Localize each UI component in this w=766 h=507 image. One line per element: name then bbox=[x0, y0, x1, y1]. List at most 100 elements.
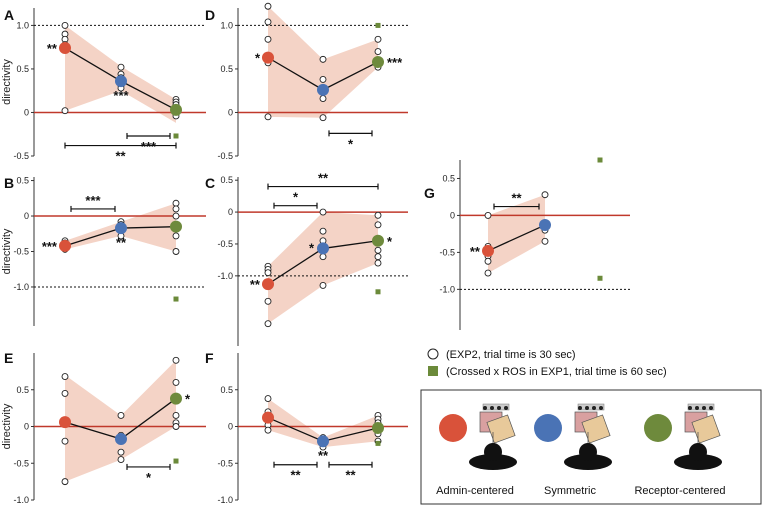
panel-label: B bbox=[4, 175, 14, 191]
bracket-stars: ** bbox=[290, 468, 301, 483]
panel-g: G -1.0 -0.5 0 0.5 ** ** bbox=[424, 157, 630, 330]
finger-dot bbox=[599, 406, 603, 410]
data-point bbox=[264, 426, 272, 434]
y-tick-label: -0.5 bbox=[217, 458, 233, 468]
data-point bbox=[172, 248, 180, 255]
data-point bbox=[172, 423, 180, 430]
y-tick-label: 1.0 bbox=[16, 20, 29, 30]
diagram-symmetric: Symmetric bbox=[534, 403, 612, 497]
y-tick-label: -0.5 bbox=[13, 247, 29, 257]
finger-dot bbox=[702, 406, 706, 410]
y-tick-label: 0.5 bbox=[16, 385, 29, 395]
hand-box-icon bbox=[684, 403, 721, 448]
bracket-stars: * bbox=[348, 136, 354, 151]
diagram-admin: Admin-centered bbox=[436, 403, 517, 497]
panel-label: C bbox=[205, 175, 215, 191]
y-tick-label: 1.0 bbox=[220, 20, 233, 30]
data-point bbox=[172, 356, 180, 364]
data-point bbox=[172, 199, 180, 207]
y-axis-label: directivity bbox=[1, 228, 13, 274]
finger-dot bbox=[483, 406, 487, 410]
data-point bbox=[61, 389, 69, 397]
data-point bbox=[374, 246, 382, 254]
finger-dot bbox=[490, 406, 494, 410]
data-point bbox=[117, 412, 125, 419]
panel-f: F -1.0 -0.5 0 0.5 ** ** ** bbox=[205, 350, 408, 505]
mean-point bbox=[170, 392, 182, 405]
y-tick-label: -1.0 bbox=[13, 495, 29, 505]
diagram-label: Admin-centered bbox=[436, 485, 514, 497]
person-base-icon bbox=[469, 454, 517, 470]
significance-stars: *** bbox=[387, 55, 403, 70]
mean-point bbox=[262, 278, 274, 291]
significance-stars: *** bbox=[113, 88, 129, 103]
y-tick-label: 0.5 bbox=[442, 173, 455, 183]
exp1-square bbox=[173, 133, 179, 139]
significance-stars: ** bbox=[250, 277, 261, 292]
y-tick-label: -0.5 bbox=[13, 458, 29, 468]
panel-d: D-0.500.51.0* **** bbox=[205, 2, 408, 161]
diagram-label: Receptor-centered bbox=[634, 485, 725, 497]
exp1-square bbox=[173, 296, 179, 302]
y-tick-label: 0.5 bbox=[16, 176, 29, 186]
person-head-icon bbox=[579, 443, 597, 461]
color-circle-icon bbox=[439, 414, 467, 442]
y-tick-label: 0.5 bbox=[220, 175, 233, 185]
y-tick-label: -1.0 bbox=[217, 495, 233, 505]
significance-stars: ** bbox=[47, 41, 58, 56]
significance-stars: *** bbox=[42, 239, 58, 254]
exp1-square bbox=[375, 289, 381, 295]
y-tick-label: -0.5 bbox=[439, 247, 455, 257]
y-tick-label: -0.5 bbox=[13, 151, 29, 161]
finger-dot bbox=[497, 406, 501, 410]
data-point bbox=[264, 18, 272, 26]
panel-label: G bbox=[424, 185, 435, 201]
data-point bbox=[264, 320, 272, 328]
data-point bbox=[374, 35, 382, 43]
panel-label: E bbox=[4, 350, 13, 366]
data-point bbox=[374, 259, 382, 267]
data-point bbox=[172, 212, 180, 220]
y-tick-label: -0.5 bbox=[217, 151, 233, 161]
data-point bbox=[264, 395, 272, 403]
mean-point bbox=[372, 234, 384, 247]
legend: (EXP2, trial time is 30 sec) (Crossed x … bbox=[427, 348, 667, 378]
data-point bbox=[117, 448, 125, 456]
mean-point bbox=[317, 83, 329, 96]
y-tick-label: -1.0 bbox=[13, 282, 29, 292]
mean-point bbox=[539, 219, 551, 232]
mean-line bbox=[487, 224, 546, 252]
color-circle-icon bbox=[534, 414, 562, 442]
y-axis-label: directivity bbox=[1, 59, 13, 105]
bracket-stars: * bbox=[146, 470, 152, 485]
mean-point bbox=[317, 435, 329, 448]
hand-box-icon bbox=[574, 403, 611, 448]
data-point bbox=[319, 55, 327, 63]
confidence-band bbox=[268, 212, 378, 324]
data-point bbox=[172, 412, 180, 419]
finger-dot bbox=[709, 406, 713, 410]
y-tick-label: 0.5 bbox=[16, 64, 29, 74]
exp1-square bbox=[375, 22, 381, 28]
significance-stars: * bbox=[309, 240, 315, 255]
y-tick-label: 0 bbox=[24, 211, 29, 221]
y-tick-label: -1.0 bbox=[439, 284, 455, 294]
y-tick-label: 0.5 bbox=[220, 385, 233, 395]
significance-stars: * bbox=[255, 51, 261, 66]
data-point bbox=[319, 227, 327, 235]
data-point bbox=[172, 205, 180, 213]
mean-point bbox=[59, 42, 71, 55]
y-tick-label: 0 bbox=[24, 422, 29, 432]
y-tick-label: 0 bbox=[24, 107, 29, 117]
mean-point bbox=[372, 55, 384, 68]
mean-point bbox=[59, 416, 71, 429]
data-point bbox=[117, 456, 125, 464]
mean-point bbox=[115, 432, 127, 445]
data-point bbox=[374, 211, 382, 219]
finger-dot bbox=[504, 406, 508, 410]
mean-point bbox=[262, 411, 274, 424]
bracket-stars: ** bbox=[345, 468, 356, 483]
y-axis-label: directivity bbox=[1, 403, 13, 449]
